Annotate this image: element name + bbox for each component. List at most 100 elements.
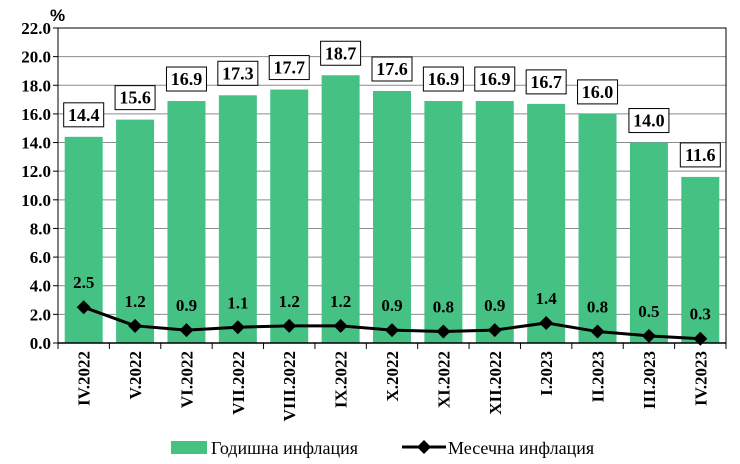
monthly-point [539, 315, 554, 330]
bar [527, 103, 566, 344]
bar-label-box [422, 66, 464, 92]
monthly-point [282, 318, 297, 333]
bar-label-box [577, 79, 619, 105]
bar [116, 119, 155, 344]
legend-label-monthly: Месечна инфлация [448, 438, 594, 458]
line-data-label: 0.3 [690, 305, 711, 324]
y-tick-label: 12.0 [21, 162, 51, 181]
bar-data-label: 15.6 [119, 88, 151, 108]
line-data-label: 0.8 [587, 298, 608, 317]
line-data-label: 0.9 [381, 296, 402, 315]
x-tick-labels: IV.2022 V.2022 VI.2022 VII.2022 VIII.2022 IX.… [75, 351, 711, 421]
bar-data-label: 16.9 [428, 69, 460, 89]
y-tick-label: 20.0 [21, 48, 51, 67]
y-tick-label: 22.0 [21, 19, 51, 38]
x-category-label: IX.2022 [332, 351, 351, 408]
line-monthly-inflation [76, 300, 708, 346]
axes: % [50, 6, 727, 349]
y-tick-label: 10.0 [21, 191, 51, 210]
y-tick-label: 2.0 [30, 305, 51, 324]
bar-label-box [628, 108, 670, 134]
bar [424, 101, 463, 343]
bar-label-box [474, 66, 516, 92]
bar-label-box [371, 56, 413, 82]
line-data-label: 1.2 [330, 292, 351, 311]
x-category-label: IV.2023 [691, 351, 710, 406]
line-data-label: 1.2 [279, 292, 300, 311]
x-category-label: VI.2022 [177, 351, 196, 408]
x-category-label: IV.2022 [75, 351, 94, 406]
x-category-label: XI.2022 [434, 351, 453, 408]
bar-label-box [525, 69, 567, 95]
line-data-label: 1.1 [227, 293, 248, 312]
legend: Годишна инфлация Месечна инфлация [171, 438, 594, 458]
bars-annual-inflation [64, 75, 720, 344]
monthly-point [487, 323, 502, 338]
x-category-label: V.2022 [126, 351, 145, 399]
bar-data-label: 14.4 [68, 105, 100, 125]
monthly-point [333, 318, 348, 333]
bar [270, 89, 309, 344]
line-data-label: 0.8 [433, 298, 454, 317]
monthly-point [385, 323, 399, 338]
monthly-point [179, 323, 194, 338]
line-data-label: 0.5 [638, 302, 659, 321]
line-data-label: 1.2 [124, 292, 145, 311]
bar-label-box [320, 40, 362, 66]
bar [167, 101, 206, 343]
monthly-point [693, 331, 708, 346]
monthly-point [641, 328, 656, 343]
x-category-label: III.2023 [640, 351, 659, 409]
bar-data-label: 11.6 [685, 145, 716, 165]
bar [578, 113, 617, 343]
bar-data-label: 16.9 [171, 69, 203, 89]
bar [373, 91, 411, 343]
x-category-label: II.2023 [589, 351, 608, 402]
monthly-point [76, 300, 91, 315]
y-tick-label: 8.0 [30, 219, 51, 238]
monthly-point [590, 324, 605, 339]
x-category-label: I.2023 [537, 351, 556, 396]
bar-label-box [114, 85, 156, 111]
y-tick-label: 18.0 [21, 76, 51, 95]
x-category-label: XII.2022 [486, 351, 505, 415]
y-tick-label: 14.0 [21, 134, 51, 153]
bar-data-label: 17.7 [273, 58, 305, 78]
bar [321, 75, 360, 343]
line-data-label: 1.4 [536, 289, 558, 308]
monthly-point [230, 320, 245, 335]
legend-marker-monthly [417, 440, 431, 454]
y-tick-labels: 0.0 2.0 4.0 6.0 8.0 10.0 12.0 14.0 16.0 18.0 20.0 2… [21, 19, 51, 353]
bar-label-box [679, 142, 721, 168]
x-category-label: VII.2022 [229, 351, 248, 415]
bar-data-label: 16.0 [582, 82, 614, 102]
line-data-label: 0.9 [176, 296, 197, 315]
y-tick-label: 16.0 [21, 105, 51, 124]
bar [629, 142, 668, 343]
legend-swatch-annual [171, 441, 207, 454]
y-axis-unit: % [50, 6, 65, 25]
line-data-labels: 2.5 1.2 0.9 1.1 1.2 1.2 0.9 0.8 0.9 1.4 0.8 0.5 0.3 [73, 273, 711, 324]
bar-data-label: 17.6 [376, 59, 408, 79]
bar-data-label: 16.9 [479, 69, 511, 89]
bar-label-box [63, 102, 105, 128]
bar [681, 176, 720, 343]
bar-label-box [268, 55, 310, 81]
line-data-label: 0.9 [484, 296, 505, 315]
bar-label-box [217, 60, 259, 86]
legend-label-annual: Годишна инфлация [211, 438, 358, 458]
y-tick-label: 0.0 [30, 334, 51, 353]
bar-label-box [165, 66, 207, 92]
bar [218, 95, 257, 343]
monthly-point [436, 324, 451, 339]
monthly-point [128, 318, 143, 333]
bar-data-label: 18.7 [325, 43, 357, 63]
bar-data-label: 16.7 [530, 72, 562, 92]
y-tick-label: 6.0 [30, 248, 51, 267]
bar-data-labels: 14.4 15.6 16.9 17.3 17.7 18.7 17.6 16.9 16.9 16.7… [63, 40, 721, 168]
x-category-label: X.2022 [383, 351, 402, 402]
bar-data-label: 17.3 [222, 63, 254, 83]
line-data-label: 2.5 [73, 273, 94, 292]
bar-data-label: 14.0 [633, 111, 665, 131]
